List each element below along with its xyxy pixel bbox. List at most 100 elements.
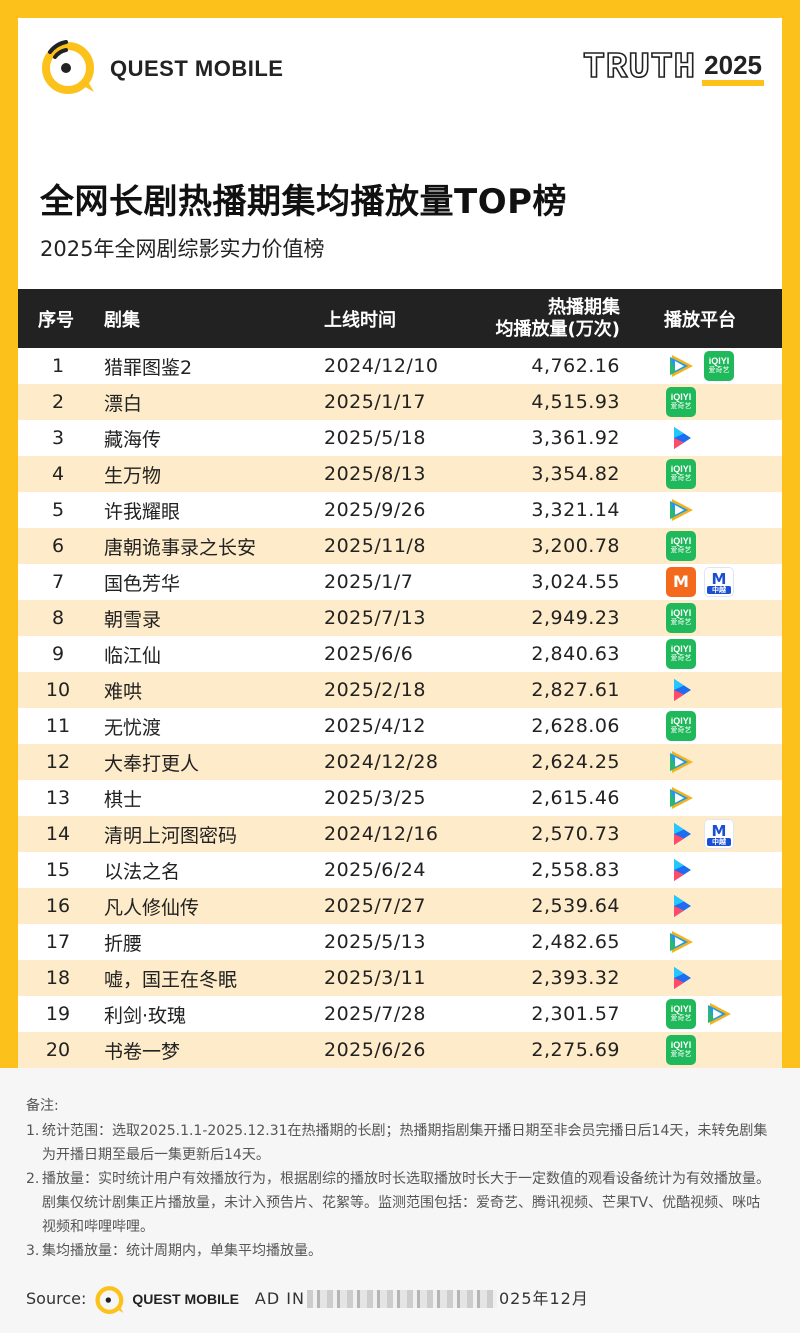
platform-cell	[666, 888, 696, 924]
platform-cell: iQIYI 爱奇艺	[666, 708, 696, 744]
youku-icon	[666, 423, 696, 453]
truth-year: 2025	[702, 50, 764, 86]
truth-word: TRUTH	[582, 47, 697, 89]
views-cell: 2,827.61	[531, 679, 620, 701]
name-cell: 清明上河图密码	[104, 824, 238, 847]
header-views: 热播期集 均播放量(万次)	[496, 289, 620, 348]
name-cell: 以法之名	[104, 860, 181, 883]
platform-cell	[666, 924, 696, 960]
views-cell: 3,321.14	[531, 499, 620, 521]
questmobile-logo: QUEST MOBILE	[40, 38, 283, 94]
iqiyi-top: iQIYI	[670, 464, 692, 474]
rank-cell: 8	[51, 607, 65, 629]
note-text: 统计范围：选取2025.1.1-2025.12.31在热播期的长剧；热播期指剧集…	[42, 1123, 768, 1163]
platform-cell	[666, 492, 696, 528]
platform-cell	[666, 852, 696, 888]
rank-cell: 4	[51, 463, 65, 485]
date-cell: 2025/6/6	[324, 643, 414, 665]
iqiyi-bottom: 爱奇艺	[670, 475, 692, 482]
table-row: 4 生万物 2025/8/13 3,354.82 iQIYI 爱奇艺	[18, 456, 782, 492]
iqiyi-top: iQIYI	[708, 356, 730, 366]
page-subtitle: 2025年全网剧综影实力价值榜	[40, 237, 325, 261]
views-cell: 2,949.23	[531, 607, 620, 629]
views-cell: 3,024.55	[531, 571, 620, 593]
date-cell: 2025/1/17	[324, 391, 426, 413]
name-cell: 难哄	[104, 680, 143, 703]
iqiyi-bottom: 爱奇艺	[670, 727, 692, 734]
iqiyi-top: iQIYI	[670, 392, 692, 402]
iqiyi-bottom: 爱奇艺	[670, 547, 692, 554]
platform-cell: iQIYI 爱奇艺	[666, 996, 734, 1032]
cctv-bottom: 中越	[707, 838, 731, 846]
platform-cell	[666, 780, 696, 816]
platform-cell: iQIYI 爱奇艺	[666, 384, 696, 420]
iqiyi-icon: iQIYI 爱奇艺	[666, 711, 696, 741]
source-line: Source: QUEST MOBILE AD IN 025年12月	[26, 1284, 589, 1314]
name-cell: 临江仙	[104, 644, 162, 667]
iqiyi-top: iQIYI	[670, 536, 692, 546]
cctv-glyph: M	[711, 570, 727, 588]
date-cell: 2024/12/10	[324, 355, 439, 377]
table-row: 1 猎罪图鉴2 2024/12/10 4,762.16 iQIYI 爱奇艺	[18, 348, 782, 384]
truth-2025-badge: TRUTH 2025	[582, 47, 764, 89]
name-cell: 国色芳华	[104, 572, 181, 595]
date-cell: 2025/2/18	[324, 679, 426, 701]
source-value-prefix: AD IN	[254, 1289, 305, 1308]
platform-cell: M M 中越	[666, 564, 734, 600]
source-logo-text: QUEST MOBILE	[132, 1291, 239, 1307]
platform-cell	[666, 960, 696, 996]
questmobile-small-logo-icon	[95, 1286, 124, 1314]
date-cell: 2025/5/13	[324, 931, 426, 953]
date-cell: 2025/5/18	[324, 427, 426, 449]
platform-cell: iQIYI 爱奇艺	[666, 348, 734, 384]
iqiyi-icon: iQIYI 爱奇艺	[666, 459, 696, 489]
rank-cell: 10	[45, 679, 71, 701]
rank-cell: 18	[45, 967, 71, 989]
views-cell: 2,570.73	[531, 823, 620, 845]
tencent-icon	[666, 927, 696, 957]
name-cell: 大奉打更人	[104, 752, 200, 775]
youku-icon	[666, 855, 696, 885]
date-cell: 2025/6/24	[324, 859, 426, 881]
date-cell: 2025/9/26	[324, 499, 426, 521]
ranking-table: 序号 剧集 上线时间 热播期集 均播放量(万次) 播放平台 1 猎罪图鉴2 2024…	[18, 289, 782, 1068]
iqiyi-bottom: 爱奇艺	[670, 655, 692, 662]
source-label: Source:	[26, 1289, 87, 1308]
table-header: 序号 剧集 上线时间 热播期集 均播放量(万次) 播放平台	[18, 289, 782, 348]
date-cell: 2025/6/26	[324, 1039, 426, 1061]
date-cell: 2025/7/13	[324, 607, 426, 629]
page-title: 全网长剧热播期集均播放量TOP榜	[40, 182, 568, 222]
rank-cell: 15	[45, 859, 71, 881]
views-cell: 2,558.83	[531, 859, 620, 881]
table-row: 16 凡人修仙传 2025/7/27 2,539.64	[18, 888, 782, 924]
tencent-icon	[666, 495, 696, 525]
views-cell: 2,482.65	[531, 931, 620, 953]
views-cell: 3,200.78	[531, 535, 620, 557]
table-row: 17 折腰 2025/5/13 2,482.65	[18, 924, 782, 960]
source-value-suffix: 025年12月	[498, 1289, 589, 1308]
iqiyi-bottom: 爱奇艺	[670, 1051, 692, 1058]
date-cell: 2025/11/8	[324, 535, 426, 557]
name-cell: 猎罪图鉴2	[104, 356, 193, 379]
name-cell: 许我耀眼	[104, 500, 181, 523]
youku-icon	[666, 675, 696, 705]
note-number: 1.	[26, 1123, 40, 1139]
name-cell: 书卷一梦	[104, 1040, 181, 1063]
rank-cell: 16	[45, 895, 71, 917]
header-rank: 序号	[38, 309, 74, 331]
table-row: 9 临江仙 2025/6/6 2,840.63 iQIYI 爱奇艺	[18, 636, 782, 672]
name-cell: 漂白	[104, 392, 143, 415]
table-row: 19 利剑·玫瑰 2025/7/28 2,301.57 iQIYI 爱奇艺	[18, 996, 782, 1032]
notes-section: 备注: 1. 统计范围：选取2025.1.1-2025.12.31在热播期的长剧…	[0, 1068, 800, 1333]
platform-cell: iQIYI 爱奇艺	[666, 636, 696, 672]
tencent-icon	[666, 351, 696, 381]
date-cell: 2024/12/28	[324, 751, 439, 773]
table-row: 7 国色芳华 2025/1/7 3,024.55 M M 中越	[18, 564, 782, 600]
cctv-icon: M 中越	[704, 819, 734, 849]
notes-title: 备注:	[26, 1098, 59, 1114]
name-cell: 藏海传	[104, 428, 162, 451]
iqiyi-icon: iQIYI 爱奇艺	[704, 351, 734, 381]
tencent-icon	[666, 747, 696, 777]
iqiyi-bottom: 爱奇艺	[670, 1015, 692, 1022]
platform-cell: iQIYI 爱奇艺	[666, 528, 696, 564]
